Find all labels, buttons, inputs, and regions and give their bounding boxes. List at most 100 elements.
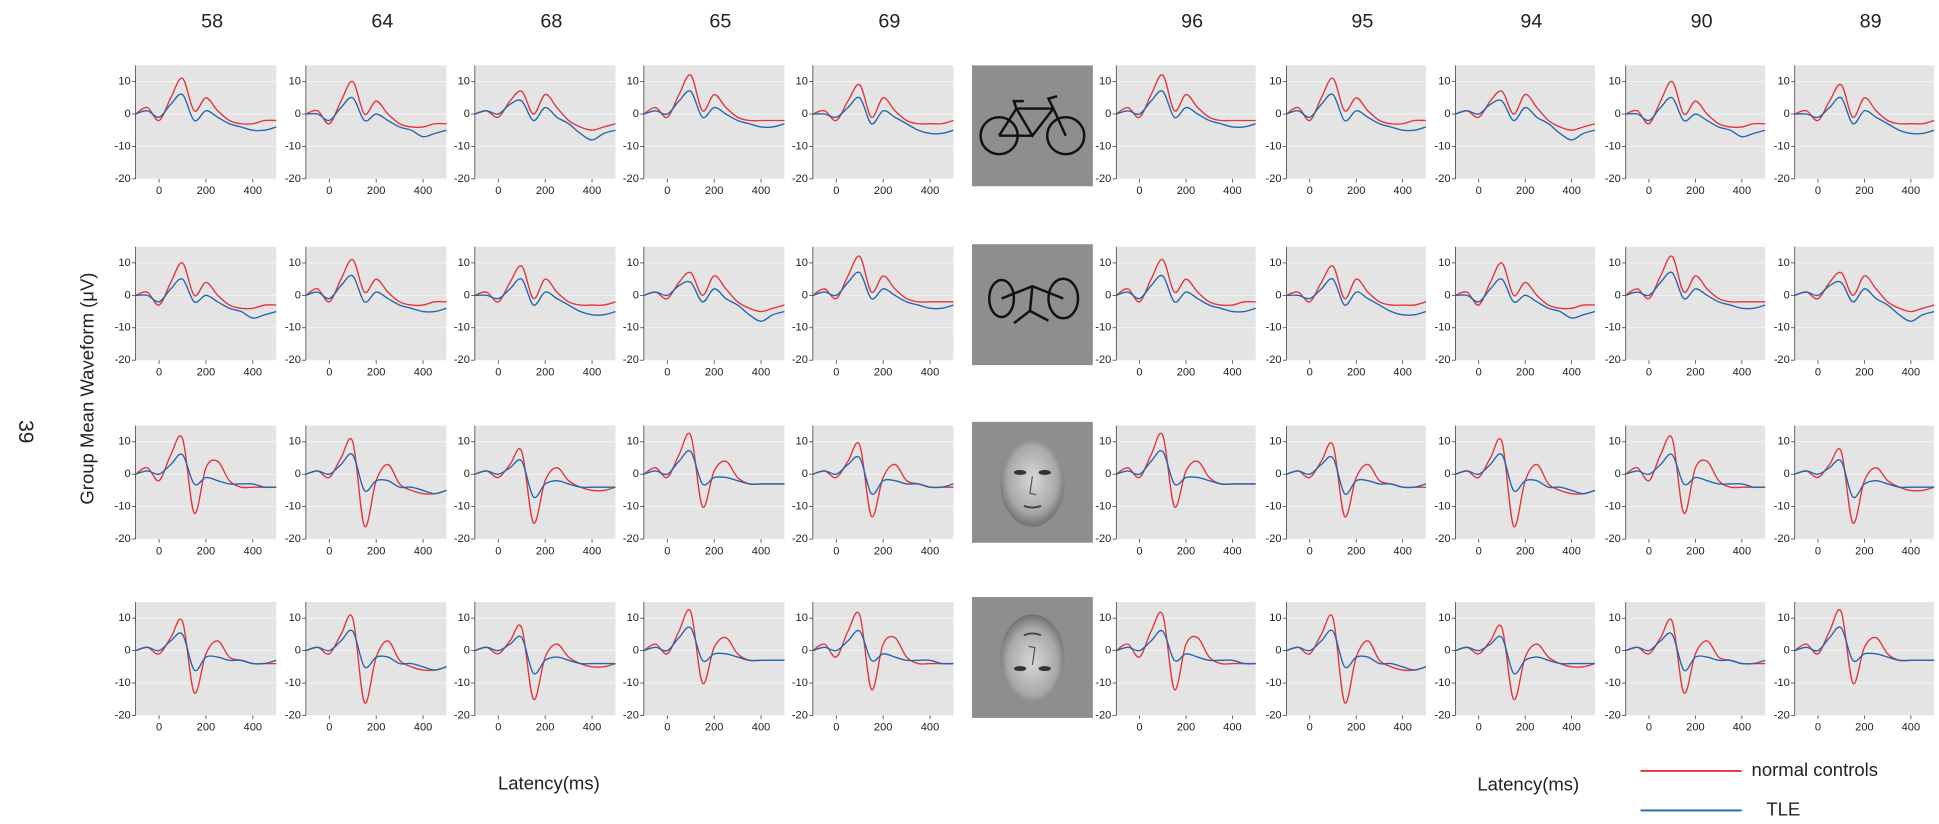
y-tick-label: 0 — [1784, 468, 1790, 480]
y-tick-label: -20 — [454, 533, 470, 545]
x-tick-label: 0 — [1136, 722, 1142, 734]
waveform — [1455, 90, 1596, 131]
x-axis-label: Latency(ms) — [1477, 774, 1579, 795]
y-tick-label: -20 — [115, 173, 131, 185]
y-tick-label: -20 — [1435, 533, 1451, 545]
waveform — [1455, 278, 1596, 319]
y-tick-label: -10 — [285, 322, 301, 334]
x-tick-label: 200 — [536, 545, 555, 557]
x-tick-label: 400 — [244, 722, 263, 734]
x-tick-label: 400 — [414, 722, 433, 734]
x-tick-label: 0 — [664, 366, 670, 378]
column-title: 90 — [1691, 10, 1713, 32]
x-tick-label: 0 — [664, 545, 670, 557]
waveform — [643, 280, 785, 322]
x-tick-label: 400 — [1733, 722, 1752, 734]
x-tick-label: 400 — [414, 185, 433, 197]
y-tick-label: 0 — [1105, 468, 1111, 480]
y-tick-label: -20 — [623, 533, 639, 545]
x-tick-label: 0 — [833, 366, 839, 378]
y-tick-label: 10 — [1099, 76, 1111, 88]
x-tick-label: 200 — [1686, 545, 1705, 557]
row-label: 39 — [14, 420, 37, 443]
x-tick-label: 0 — [495, 722, 501, 734]
y-tick-label: -10 — [454, 501, 470, 513]
x-tick-label: 200 — [705, 545, 724, 557]
y-tick-label: -10 — [285, 501, 301, 513]
x-tick-label: 0 — [495, 185, 501, 197]
column-title: 64 — [371, 10, 393, 32]
y-tick-label: 10 — [458, 436, 470, 448]
y-tick-label: 0 — [802, 645, 808, 657]
x-tick-label: 200 — [1516, 185, 1535, 197]
column-title: 68 — [540, 10, 562, 32]
x-tick-label: 400 — [921, 545, 940, 557]
x-tick-label: 400 — [414, 545, 433, 557]
y-tick-label: 0 — [1275, 108, 1281, 120]
y-tick-label: -20 — [115, 533, 131, 545]
plot-background — [135, 425, 277, 540]
x-tick-label: 0 — [1307, 545, 1313, 557]
waveform — [1625, 80, 1766, 129]
x-tick-label: 0 — [1476, 545, 1482, 557]
x-tick-label: 400 — [1902, 722, 1921, 734]
waveform — [1116, 90, 1256, 129]
x-tick-label: 200 — [1686, 366, 1705, 378]
y-tick-label: 0 — [1784, 645, 1790, 657]
y-tick-label: 0 — [464, 108, 470, 120]
y-tick-label: -10 — [1605, 140, 1621, 152]
y-tick-label: 10 — [1099, 436, 1111, 448]
waveform — [305, 453, 447, 495]
y-tick-label: 10 — [1608, 76, 1620, 88]
y-tick-label: -20 — [1774, 173, 1790, 185]
y-tick-label: -10 — [1266, 677, 1282, 689]
y-tick-label: -10 — [1435, 501, 1451, 513]
y-tick-label: -20 — [454, 354, 470, 366]
x-tick-label: 400 — [583, 545, 602, 557]
waveform — [474, 635, 616, 675]
waveform — [1455, 635, 1595, 675]
column-title: 58 — [201, 10, 223, 32]
waveform — [1794, 271, 1935, 313]
x-tick-label: 200 — [197, 366, 216, 378]
y-tick-label: 0 — [633, 289, 639, 301]
y-tick-label: -20 — [1435, 173, 1451, 185]
y-tick-label: 0 — [1784, 108, 1790, 120]
y-tick-label: -10 — [623, 140, 639, 152]
x-tick-label: 0 — [156, 545, 162, 557]
plot-background — [1625, 246, 1766, 361]
y-tick-label: 0 — [295, 468, 301, 480]
y-tick-label: 10 — [458, 612, 470, 624]
plot-background — [643, 425, 785, 540]
x-tick-label: 400 — [1223, 722, 1242, 734]
plot-background — [643, 65, 785, 179]
plot-background — [1116, 601, 1256, 716]
column-title: 89 — [1860, 10, 1882, 32]
y-tick-label: 10 — [1777, 257, 1789, 269]
y-tick-label: 10 — [1099, 257, 1111, 269]
y-axis-label: Group Mean Waveform (μV) — [77, 273, 98, 505]
x-tick-label: 200 — [1855, 366, 1874, 378]
y-tick-label: 10 — [1777, 76, 1789, 88]
y-tick-label: 0 — [464, 645, 470, 657]
y-tick-label: 0 — [1615, 468, 1621, 480]
y-tick-label: -10 — [454, 140, 470, 152]
y-tick-label: -10 — [1605, 501, 1621, 513]
x-tick-label: 200 — [1686, 722, 1705, 734]
waveform — [643, 626, 785, 663]
x-tick-label: 400 — [1223, 185, 1242, 197]
x-tick-label: 0 — [1136, 366, 1142, 378]
y-tick-label: -20 — [1266, 354, 1282, 366]
y-tick-label: 10 — [627, 76, 639, 88]
